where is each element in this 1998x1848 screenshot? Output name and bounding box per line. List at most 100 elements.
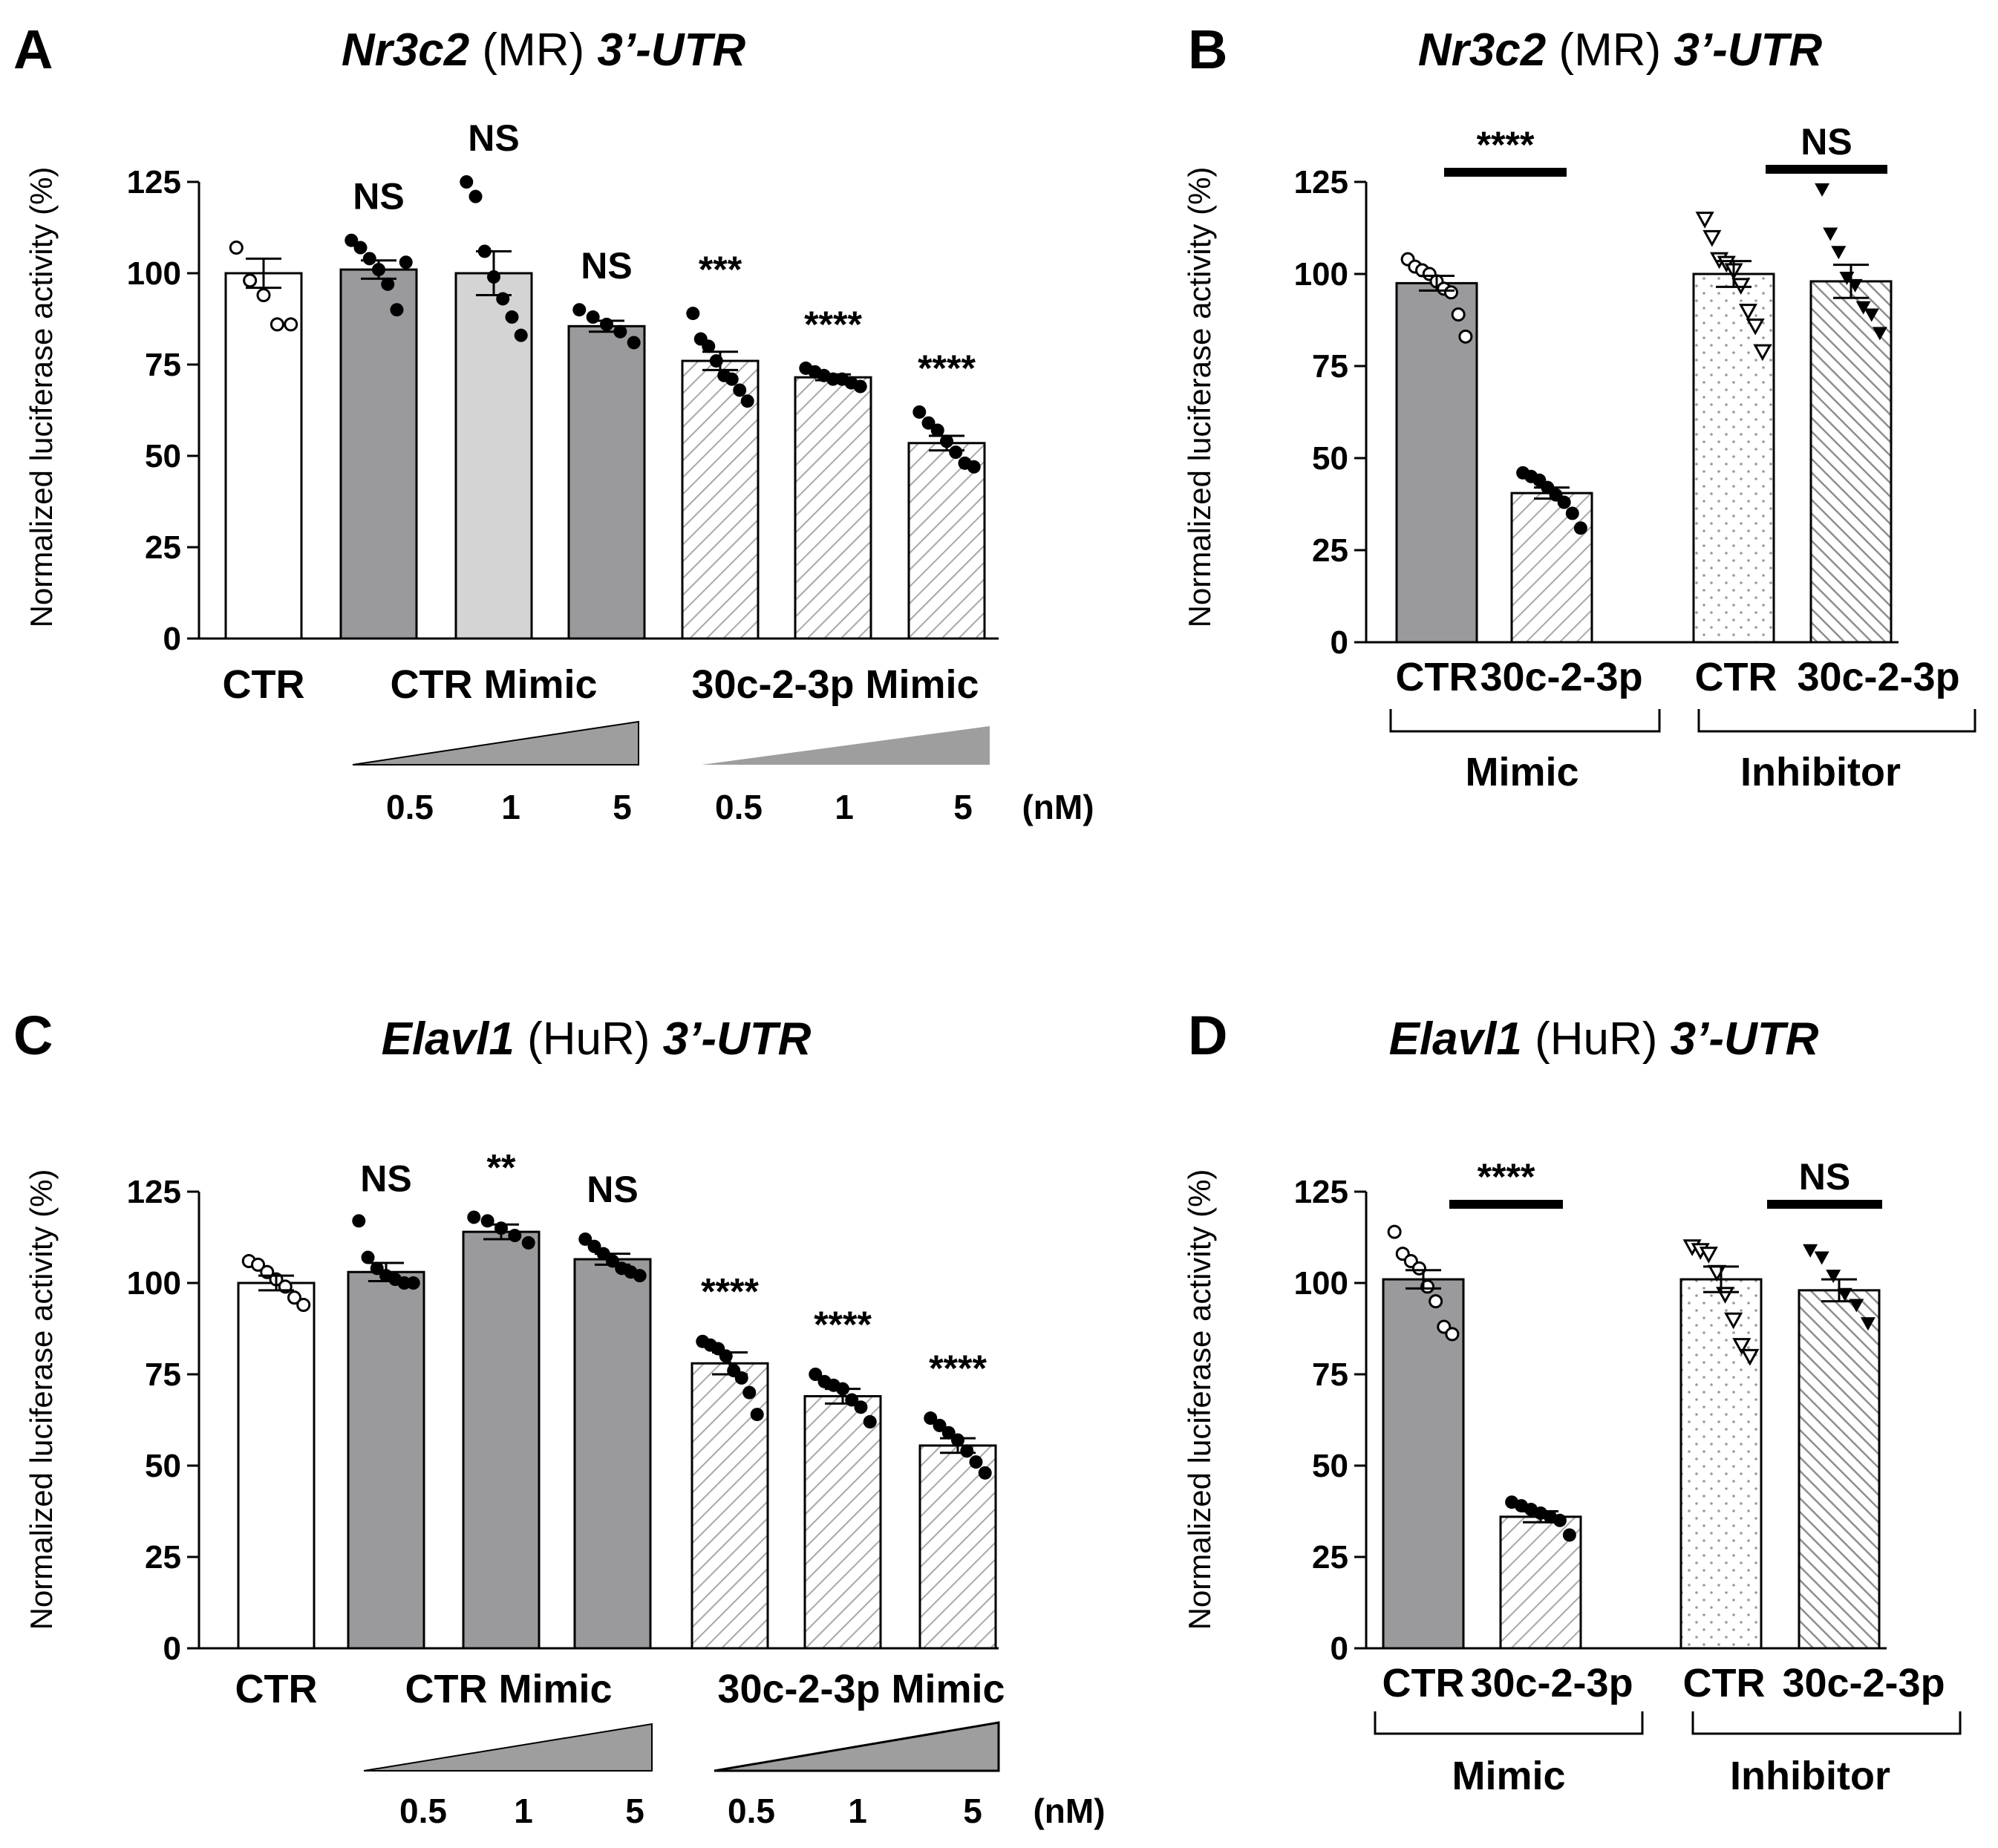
- bar: [573, 1258, 652, 1650]
- data-point: [1815, 183, 1830, 197]
- significance-label: NS: [581, 245, 632, 287]
- y-tick-label: 125: [127, 1174, 181, 1210]
- data-point: [399, 255, 413, 270]
- data-point: [1553, 1513, 1567, 1527]
- bar: [224, 272, 303, 640]
- data-point: [967, 460, 981, 474]
- panel-c-mir-mimic-dose-wedge: [714, 1721, 1000, 1772]
- comparison-label: ****: [1478, 1156, 1535, 1198]
- significance-label: ****: [918, 347, 976, 389]
- bar: [1798, 1289, 1881, 1650]
- significance-label: ****: [929, 1348, 987, 1389]
- panel-d-chart: 0 25 50 75 100 125 **** NS: [1294, 1156, 1887, 1667]
- panel-b-title-protein: (MR): [1558, 25, 1661, 76]
- panel-b-y-axis-label: Normalized luciferase activity (%): [1182, 167, 1217, 628]
- y-tick-label: 25: [1312, 1539, 1348, 1576]
- bar: [691, 1362, 769, 1650]
- panel-c-title: Elavl1 (HuR) 3’-UTR: [382, 1013, 812, 1065]
- data-point: [296, 1298, 311, 1313]
- data-point: [1702, 229, 1722, 247]
- y-tick-label: 75: [145, 347, 181, 383]
- panel-b-group-inhibitor: Inhibitor: [1740, 750, 1901, 794]
- data-point: [725, 372, 739, 386]
- panel-d-bar-label: CTR: [1683, 1661, 1766, 1705]
- panel-a-category-mir-mimic: 30c-2-3p Mimic: [691, 662, 979, 707]
- panel-d-title: Elavl1 (HuR) 3’-UTR: [1389, 1013, 1819, 1065]
- data-point: [960, 1444, 974, 1458]
- bar: [237, 1281, 316, 1650]
- bar: [567, 324, 646, 640]
- data-point: [1823, 227, 1838, 241]
- data-point: [933, 1418, 947, 1432]
- y-tick-label: 75: [145, 1356, 181, 1393]
- panel-a-category-ctr-mimic: CTR Mimic: [390, 662, 597, 707]
- panel-b-title: Nr3c2 (MR) 3’-UTR: [1418, 25, 1823, 76]
- data-point: [949, 445, 963, 460]
- panel-c-dose-label: 1: [514, 1792, 533, 1830]
- panel-a-y-axis-label: Normalized luciferase activity (%): [24, 167, 59, 628]
- panel-a-letter: A: [13, 19, 53, 80]
- data-point: [1562, 1528, 1576, 1542]
- panel-c-title-gene: Elavl1: [382, 1013, 515, 1065]
- data-point: [733, 383, 747, 397]
- data-point: [1740, 1348, 1760, 1366]
- data-point: [352, 1214, 366, 1228]
- panel-b-title-gene: Nr3c2: [1418, 25, 1546, 76]
- data-point: [1746, 318, 1765, 336]
- data-point: [913, 405, 927, 419]
- significance-label: NS: [587, 1169, 638, 1210]
- panel-b-bar-label: CTR: [1695, 655, 1777, 699]
- panel-c-chart: 0 25 50 75 100 125 ** NS **** **** **** NS: [127, 1146, 999, 1667]
- data-point: [287, 1290, 301, 1305]
- data-point: [229, 241, 244, 255]
- y-tick-label: 25: [145, 529, 181, 566]
- y-tick-label: 0: [1331, 624, 1348, 661]
- data-point: [1445, 1327, 1460, 1342]
- data-point: [702, 339, 716, 353]
- data-point: [1451, 307, 1466, 322]
- significance-label: ****: [701, 1271, 759, 1313]
- y-tick-label: 100: [1294, 1265, 1348, 1302]
- panel-c-dose-unit: (nM): [1033, 1792, 1105, 1830]
- panel-c-letter: C: [13, 1005, 53, 1066]
- panel-a-dose-label: 5: [953, 788, 973, 826]
- panel-a-dose-label: 0.5: [386, 788, 434, 826]
- data-point: [362, 252, 376, 266]
- data-point: [1458, 329, 1473, 344]
- data-point: [1699, 1247, 1718, 1264]
- y-tick-label: 100: [127, 1265, 181, 1302]
- y-tick-label: 25: [1312, 532, 1348, 569]
- y-tick-label: 125: [1294, 1174, 1348, 1210]
- data-point: [740, 394, 754, 408]
- y-tick-label: 0: [163, 621, 181, 657]
- data-point: [1732, 1338, 1751, 1355]
- data-point: [284, 317, 298, 332]
- data-point: [809, 1368, 823, 1381]
- y-tick-label: 0: [1331, 1630, 1348, 1667]
- data-point: [924, 1411, 938, 1426]
- y-tick-label: 25: [145, 1539, 181, 1576]
- comparison-label: ****: [1477, 124, 1535, 166]
- data-point: [467, 1210, 481, 1224]
- panel-c-category-mir-mimic: 30c-2-3p Mimic: [717, 1667, 1005, 1711]
- panel-a-title-gene: Nr3c2: [342, 25, 469, 76]
- panel-b-inhibitor-bracket: [1697, 709, 1976, 733]
- y-tick-label: 50: [145, 1448, 181, 1484]
- data-point: [1411, 1261, 1426, 1276]
- panel-a-dose-label: 1: [501, 788, 520, 826]
- panel-d-title-region: 3’-UTR: [1671, 1013, 1819, 1065]
- data-point: [256, 288, 271, 303]
- panel-d-group-mimic: Mimic: [1452, 1754, 1565, 1798]
- panel-a-dose-label: 1: [835, 788, 854, 826]
- data-point: [514, 328, 528, 342]
- bar: [339, 268, 418, 640]
- bar: [454, 272, 533, 640]
- panel-d: D Elavl1 (HuR) 3’-UTR Normalized lucifer…: [1182, 1005, 1962, 1798]
- panel-d-group-inhibitor: Inhibitor: [1730, 1754, 1890, 1798]
- data-point: [1443, 285, 1458, 300]
- comparison-label: NS: [1799, 1156, 1850, 1198]
- panel-a-mir-mimic-dose-wedge: [702, 726, 990, 765]
- data-point: [243, 273, 258, 288]
- bar: [918, 1444, 997, 1650]
